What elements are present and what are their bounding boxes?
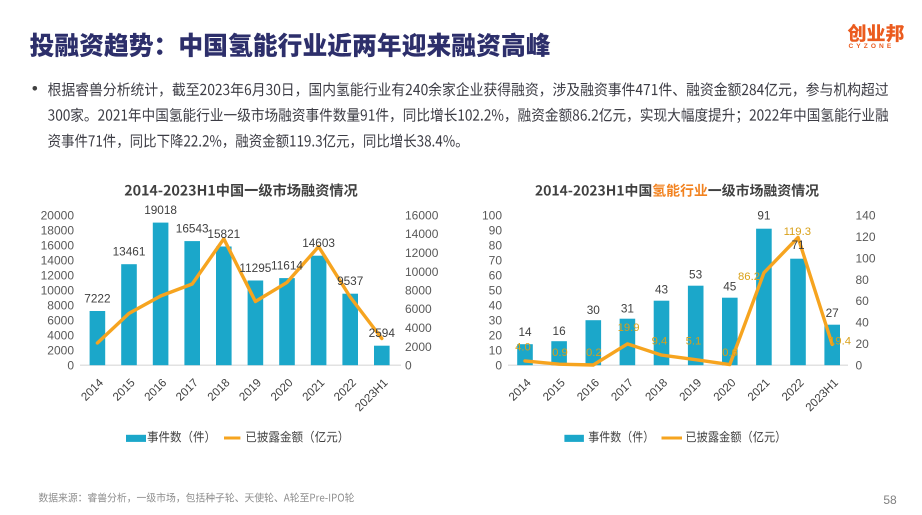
svg-text:0.9: 0.9 <box>552 347 568 359</box>
svg-text:20000: 20000 <box>41 209 75 223</box>
svg-text:2021: 2021 <box>745 376 772 403</box>
svg-text:2000: 2000 <box>47 344 74 358</box>
svg-text:4000: 4000 <box>47 329 74 343</box>
svg-text:10000: 10000 <box>405 265 439 279</box>
svg-text:0: 0 <box>495 359 502 373</box>
svg-text:0: 0 <box>405 359 412 373</box>
svg-text:14: 14 <box>518 325 532 339</box>
svg-text:10: 10 <box>489 344 503 358</box>
svg-text:58: 58 <box>883 493 897 507</box>
svg-text:2022: 2022 <box>779 376 806 403</box>
svg-text:2023H1: 2023H1 <box>803 376 841 414</box>
svg-text:5.1: 5.1 <box>686 336 702 348</box>
svg-text:119.3: 119.3 <box>784 226 811 238</box>
svg-text:2020: 2020 <box>268 376 295 403</box>
svg-text:53: 53 <box>689 267 703 281</box>
svg-text:50: 50 <box>489 284 503 298</box>
svg-text:15821: 15821 <box>207 227 240 241</box>
svg-text:20: 20 <box>856 337 870 351</box>
svg-text:100: 100 <box>856 251 876 265</box>
svg-text:14603: 14603 <box>302 236 335 250</box>
svg-text:11614: 11614 <box>271 259 303 273</box>
svg-text:80: 80 <box>489 239 503 253</box>
svg-text:CYZONE: CYZONE <box>849 43 895 50</box>
svg-text:2016: 2016 <box>142 376 169 403</box>
svg-text:16000: 16000 <box>405 209 439 223</box>
svg-text:0: 0 <box>67 359 74 373</box>
svg-text:30: 30 <box>587 303 601 317</box>
svg-text:2015: 2015 <box>110 376 137 403</box>
svg-text:8000: 8000 <box>405 284 432 298</box>
svg-text:86.2: 86.2 <box>738 271 760 283</box>
svg-text:9.4: 9.4 <box>652 336 668 348</box>
svg-text:70: 70 <box>489 254 503 268</box>
svg-text:140: 140 <box>856 209 876 223</box>
svg-text:60: 60 <box>856 294 870 308</box>
svg-text:4000: 4000 <box>405 321 432 335</box>
svg-text:91: 91 <box>757 209 770 223</box>
svg-text:0.6: 0.6 <box>722 347 738 359</box>
svg-text:40: 40 <box>489 299 503 313</box>
svg-text:2017: 2017 <box>609 376 636 403</box>
svg-text:2019: 2019 <box>237 376 264 403</box>
svg-text:2017: 2017 <box>173 376 200 403</box>
svg-text:0.2: 0.2 <box>586 347 602 359</box>
svg-text:40: 40 <box>856 316 870 330</box>
svg-text:60: 60 <box>489 269 503 283</box>
svg-text:2018: 2018 <box>205 376 232 403</box>
svg-text:16000: 16000 <box>41 239 75 253</box>
svg-text:6000: 6000 <box>47 314 74 328</box>
svg-text:2020: 2020 <box>711 376 738 403</box>
svg-text:90: 90 <box>489 224 503 238</box>
svg-text:19018: 19018 <box>144 203 177 217</box>
svg-text:14000: 14000 <box>405 227 439 241</box>
svg-text:43: 43 <box>655 282 669 296</box>
svg-text:2023H1: 2023H1 <box>353 376 391 414</box>
svg-text:2018: 2018 <box>643 376 670 403</box>
svg-text:2014: 2014 <box>79 376 107 404</box>
svg-text:30: 30 <box>489 314 503 328</box>
svg-text:11295: 11295 <box>239 261 271 275</box>
svg-text:2022: 2022 <box>331 376 358 403</box>
svg-text:10000: 10000 <box>41 284 75 298</box>
svg-text:120: 120 <box>856 230 876 244</box>
svg-text:7222: 7222 <box>84 291 110 305</box>
svg-text:16543: 16543 <box>176 222 209 236</box>
svg-text:19.9: 19.9 <box>618 322 640 334</box>
svg-text:20: 20 <box>489 329 503 343</box>
svg-text:100: 100 <box>482 209 502 223</box>
svg-text:8000: 8000 <box>47 299 74 313</box>
svg-text:4.0: 4.0 <box>515 342 531 354</box>
svg-text:31: 31 <box>621 301 634 315</box>
svg-text:6000: 6000 <box>405 302 432 316</box>
svg-text:12000: 12000 <box>41 269 75 283</box>
svg-text:13461: 13461 <box>113 245 146 259</box>
svg-text:16: 16 <box>553 324 567 338</box>
svg-text:19.4: 19.4 <box>829 335 851 347</box>
svg-text:14000: 14000 <box>41 254 75 268</box>
svg-text:71: 71 <box>791 238 804 252</box>
svg-text:2021: 2021 <box>300 376 327 403</box>
svg-text:12000: 12000 <box>405 246 439 260</box>
svg-text:45: 45 <box>723 279 737 293</box>
svg-text:0: 0 <box>856 359 863 373</box>
svg-text:2015: 2015 <box>540 376 567 403</box>
svg-text:9537: 9537 <box>337 274 363 288</box>
svg-text:2000: 2000 <box>405 340 432 354</box>
svg-text:2594: 2594 <box>369 326 396 340</box>
svg-text:2019: 2019 <box>677 376 704 403</box>
svg-text:2014: 2014 <box>506 376 534 404</box>
svg-text:2016: 2016 <box>575 376 602 403</box>
svg-text:80: 80 <box>856 273 870 287</box>
svg-text:18000: 18000 <box>41 224 75 238</box>
svg-text:27: 27 <box>826 306 839 320</box>
